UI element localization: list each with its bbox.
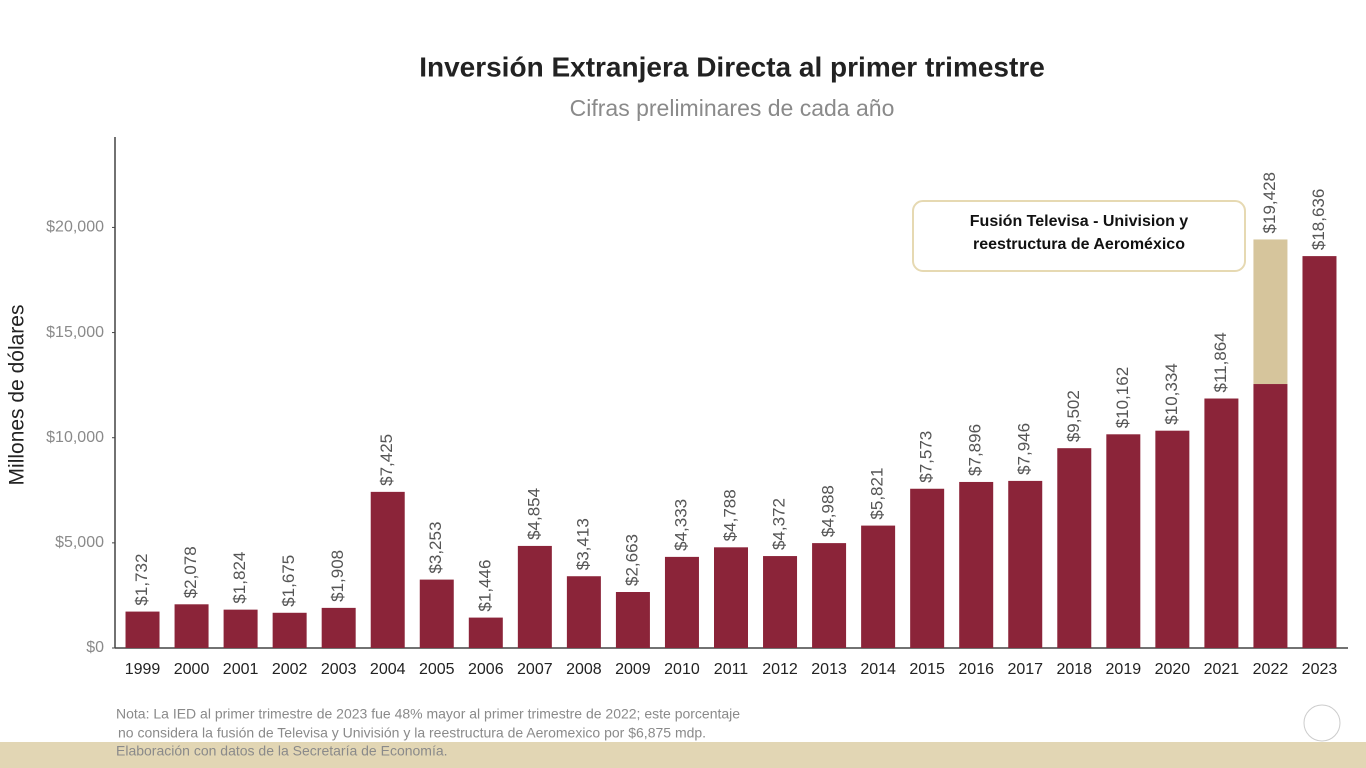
bar — [1008, 480, 1043, 648]
bar — [1155, 430, 1190, 648]
y-tick-label: $5,000 — [55, 534, 104, 551]
bar — [566, 576, 601, 648]
value-label: $1,446 — [475, 560, 494, 612]
x-tick-label: 2021 — [1204, 661, 1240, 678]
value-label: $4,988 — [819, 485, 838, 537]
bar — [517, 545, 552, 648]
chart-subtitle: Cifras preliminares de cada año — [570, 95, 895, 121]
value-label: $1,675 — [279, 555, 298, 607]
annotation: Fusión Televisa - Univision y — [970, 213, 1189, 230]
x-tick-label: 2011 — [714, 661, 749, 678]
x-tick-label: 2007 — [517, 661, 553, 678]
value-label: $19,428 — [1260, 172, 1279, 233]
x-tick-label: 2022 — [1253, 661, 1289, 678]
y-tick-label: $15,000 — [46, 324, 104, 341]
x-tick-label: 2016 — [958, 661, 994, 678]
value-label: $1,908 — [328, 550, 347, 602]
x-tick-label: 2002 — [272, 661, 308, 678]
value-label: $4,372 — [770, 498, 789, 550]
x-tick-label: 2014 — [860, 661, 896, 678]
y-tick-label: $10,000 — [46, 429, 104, 446]
annotation: reestructura de Aeroméxico — [973, 236, 1185, 253]
y-tick-label: $0 — [86, 639, 104, 656]
bar — [910, 488, 945, 648]
value-label: $2,078 — [181, 546, 200, 598]
bar — [321, 607, 356, 648]
x-tick-label: 2001 — [223, 661, 259, 678]
value-label: $3,253 — [426, 522, 445, 574]
value-label: $11,864 — [1211, 332, 1230, 392]
bar — [1057, 448, 1092, 648]
bar — [615, 592, 650, 648]
x-tick-label: 2017 — [1007, 661, 1043, 678]
x-tick-label: 2006 — [468, 661, 504, 678]
value-label: $4,854 — [524, 488, 543, 540]
value-label: $1,824 — [230, 552, 249, 604]
bar — [174, 604, 209, 648]
value-label: $4,788 — [720, 489, 739, 541]
x-tick-label: 2000 — [174, 661, 210, 678]
value-label: $1,732 — [132, 554, 151, 606]
x-tick-label: 2020 — [1155, 661, 1191, 678]
bar — [223, 609, 258, 648]
value-label: $10,334 — [1162, 363, 1181, 424]
x-tick-label: 2010 — [664, 661, 700, 678]
annotation-box — [912, 200, 1246, 272]
bar — [959, 481, 994, 648]
value-label: $18,636 — [1309, 189, 1328, 250]
x-tick-label: 2012 — [762, 661, 798, 678]
value-label: $10,162 — [1113, 367, 1132, 428]
bar — [664, 556, 699, 648]
chart-title: Inversión Extranjera Directa al primer t… — [419, 51, 1045, 82]
bar — [272, 612, 307, 648]
x-tick-label: 2018 — [1056, 661, 1092, 678]
x-tick-label: 2008 — [566, 661, 602, 678]
bar — [714, 547, 748, 648]
note: no considera la fusión de Televisa y Uni… — [118, 725, 706, 741]
note: Elaboración con datos de la Secretaría d… — [116, 743, 448, 759]
x-tick-label: 2019 — [1106, 661, 1142, 678]
bar — [125, 611, 160, 648]
x-tick-label: 2005 — [419, 661, 455, 678]
value-label: $7,946 — [1015, 423, 1034, 475]
x-tick-label: 2009 — [615, 661, 651, 678]
value-label: $5,821 — [868, 468, 887, 520]
bar — [1253, 384, 1288, 648]
note: Nota: La IED al primer trimestre de 2023… — [116, 706, 740, 722]
y-axis-label: Millones de dólares — [6, 305, 29, 486]
bar — [370, 491, 405, 648]
value-label: $2,663 — [622, 534, 641, 586]
footer-band — [0, 742, 1366, 768]
x-tick-label: 2015 — [909, 661, 945, 678]
value-label: $7,425 — [377, 434, 396, 486]
value-label: $3,413 — [573, 518, 592, 570]
x-tick-label: 2023 — [1302, 661, 1338, 678]
bar — [763, 556, 798, 648]
bar — [419, 579, 454, 648]
y-tick-label: $20,000 — [46, 219, 104, 236]
bar — [468, 617, 503, 648]
value-label: $7,896 — [966, 424, 985, 476]
bar — [1302, 256, 1337, 648]
logo — [1303, 704, 1341, 742]
bar — [1106, 434, 1141, 648]
bar — [1204, 398, 1239, 648]
value-label: $9,502 — [1064, 390, 1083, 442]
bar — [1253, 239, 1288, 385]
value-label: $7,573 — [917, 431, 936, 483]
bar — [861, 525, 896, 648]
value-label: $4,333 — [671, 499, 690, 551]
x-tick-label: 2013 — [811, 661, 847, 678]
x-tick-label: 2003 — [321, 661, 357, 678]
x-tick-label: 2004 — [370, 661, 406, 678]
bar — [812, 543, 847, 648]
x-tick-label: 1999 — [125, 661, 161, 678]
